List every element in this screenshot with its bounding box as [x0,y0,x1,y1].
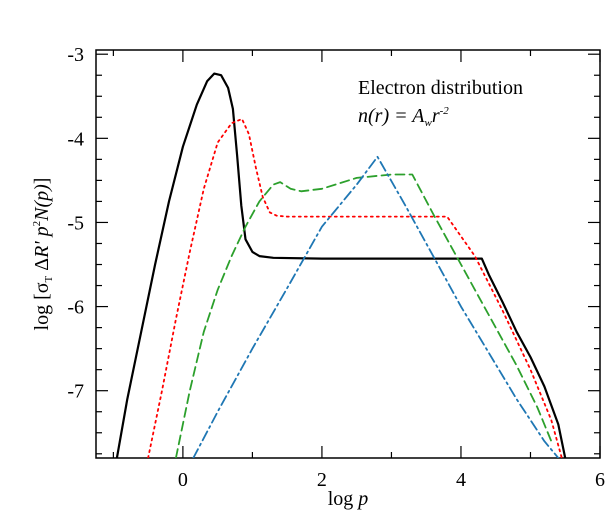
y-axis-label-part: 2 [31,221,43,227]
series-line-dashed [175,173,553,458]
x-tick-label: 2 [317,469,327,491]
x-axis-label-log: log [328,488,359,510]
y-axis-label: log [σT ΔR' p2N(p)] [31,178,55,331]
annotation-line2-sub: w [424,117,432,129]
x-tick-label: 6 [595,469,605,491]
y-tick-label: -6 [67,297,84,319]
x-tick-label: 4 [456,469,466,491]
series-line-dashdot [192,155,560,458]
x-axis-label-var: p [356,488,368,510]
y-axis-label-part: R' [31,241,53,259]
y-tick-label: -5 [67,212,84,234]
plot-frame [95,49,601,459]
x-axis-label: log p [328,488,369,510]
y-axis-label-part: ] [31,178,53,185]
series-line-dotted [147,118,563,458]
annotation-line2-mid: r [432,105,440,127]
axis-ticks: 0 2 4 6 -3 -4 -5 -6 -7 [67,44,605,491]
annotation-line2: n(r) = Awr-2 [358,105,449,129]
series-line-solid [115,72,567,458]
annotation-line1: Electron distribution [358,77,523,99]
y-tick-label: -4 [67,128,84,150]
x-tick-label: 0 [178,469,188,491]
y-axis-label-part: T [43,275,55,282]
annotation-line2-sup: -2 [440,105,450,117]
y-axis-label-part: Δ [31,258,53,276]
series-group [115,72,567,458]
y-axis-label-part: log [σ [31,282,53,330]
y-tick-label: -3 [67,44,84,66]
y-tick-label: -7 [67,381,84,403]
annotation-line2-prefix: n(r) = A [358,105,425,127]
y-axis-label-part: N(p) [31,184,53,222]
y-axis-label-part: p [31,226,53,241]
